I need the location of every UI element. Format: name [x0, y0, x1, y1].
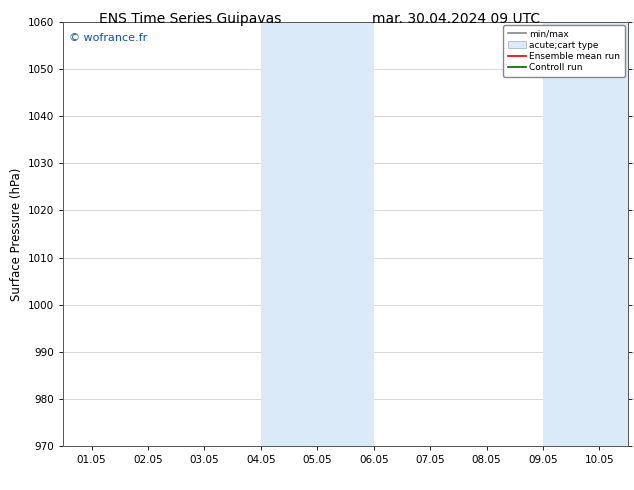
Y-axis label: Surface Pressure (hPa): Surface Pressure (hPa) [10, 167, 23, 301]
Bar [571, 22, 628, 446]
Legend: min/max, acute;cart type, Ensemble mean run, Controll run: min/max, acute;cart type, Ensemble mean … [503, 25, 625, 76]
Text: mar. 30.04.2024 09 UTC: mar. 30.04.2024 09 UTC [372, 12, 541, 26]
Text: © wofrance.fr: © wofrance.fr [69, 33, 147, 43]
Bar [543, 22, 571, 446]
Bar [317, 22, 374, 446]
Text: ENS Time Series Guipavas: ENS Time Series Guipavas [99, 12, 281, 26]
Bar [261, 22, 317, 446]
